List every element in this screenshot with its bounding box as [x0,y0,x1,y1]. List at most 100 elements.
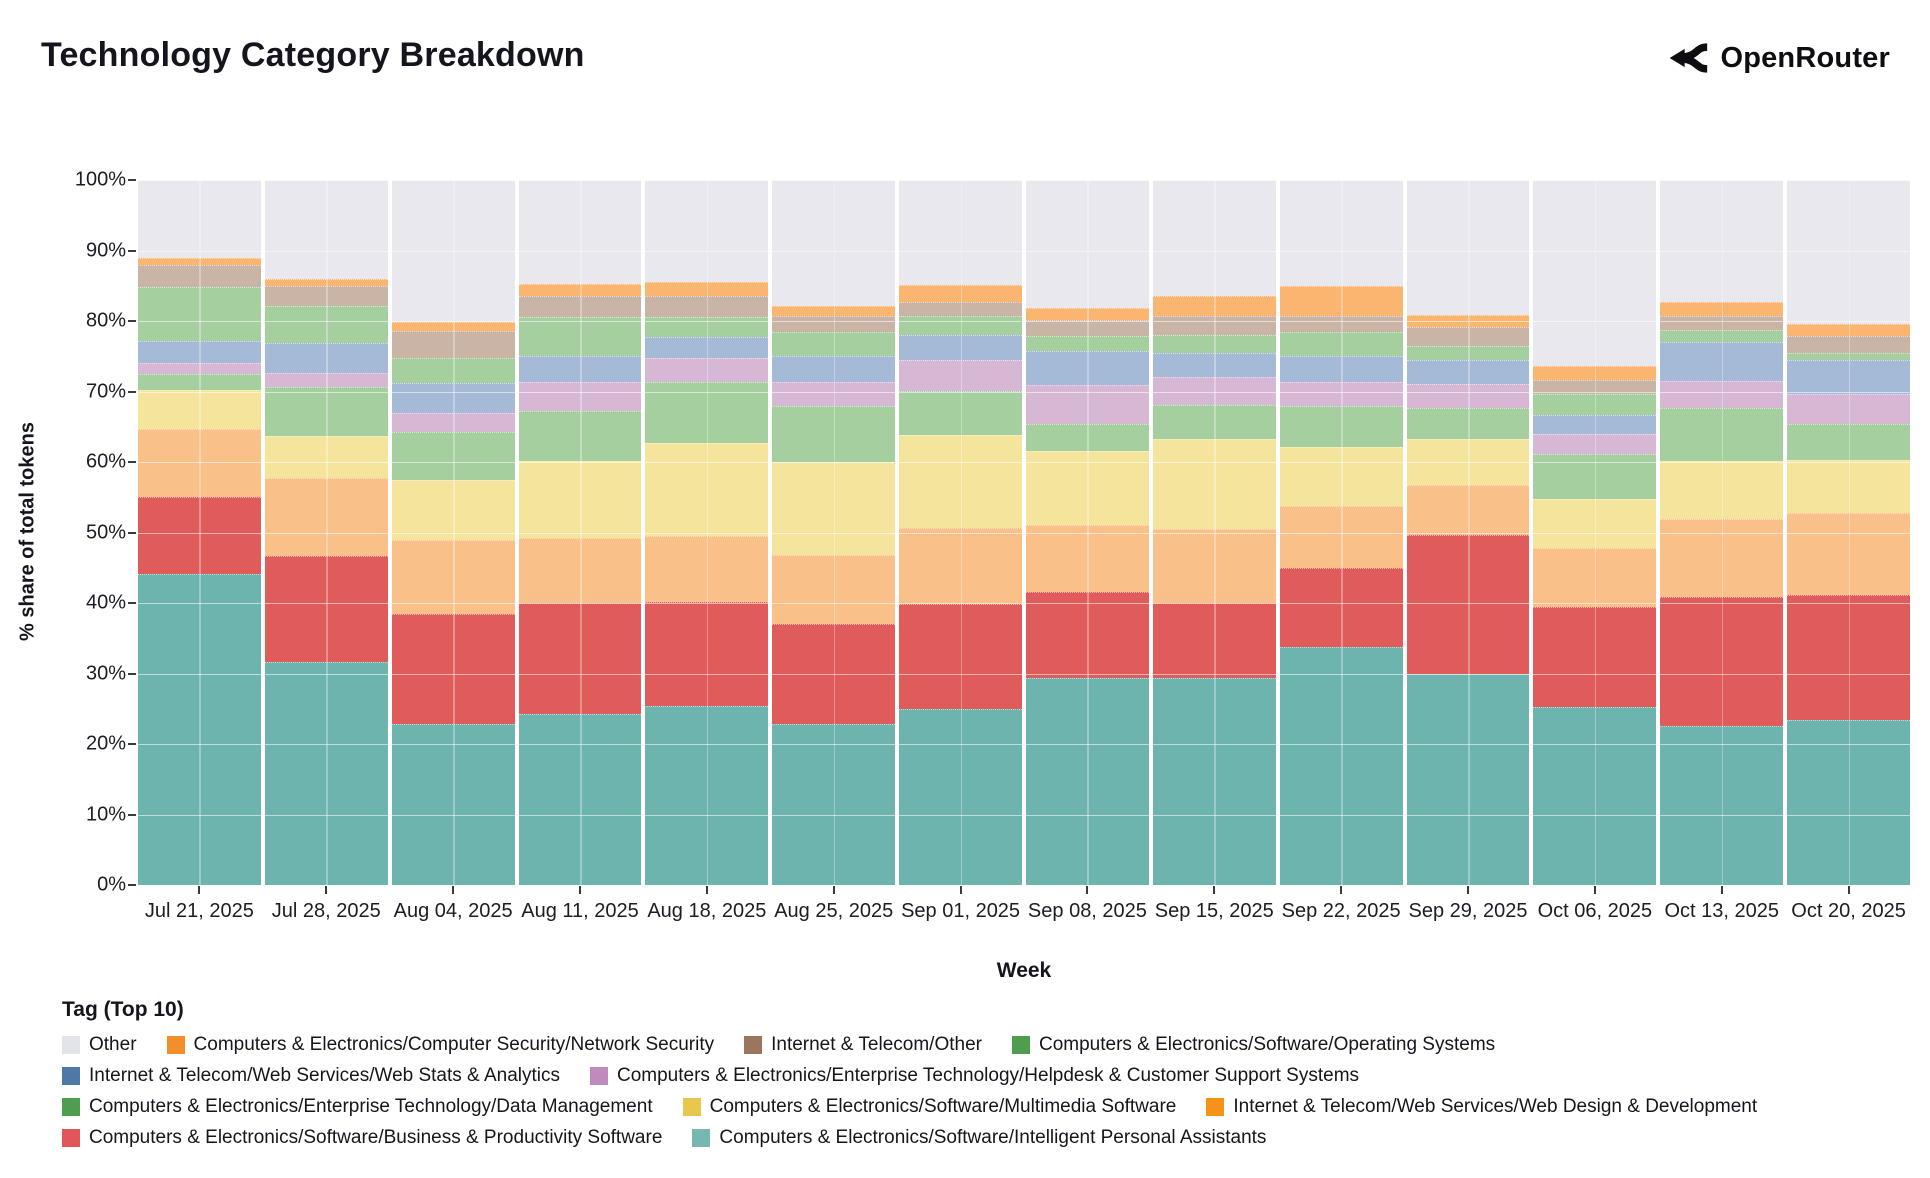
legend-label: Computers & Electronics/Software/Operati… [1038,1034,1496,1055]
y-tick [128,390,136,393]
bar-segment [264,342,388,374]
bar-oct-13-2025 [1660,180,1784,885]
bar-segment [138,428,261,498]
bar-segment [518,180,642,284]
bar-segment [1152,439,1276,529]
bar-aug-25-2025 [772,180,896,885]
bar-segment [1533,606,1657,707]
y-tick-label: 20% [85,732,126,755]
legend-item[interactable]: Computers & Electronics/Software/Busines… [62,1127,662,1149]
legend-swatch-icon [692,1129,711,1147]
bar-segment [1026,423,1149,452]
x-tick [1340,886,1343,894]
legend-label: Other [89,1034,137,1055]
y-tick-label: 50% [85,521,126,543]
bar-segment [1279,356,1403,382]
bar-segment [518,603,642,715]
bar-segment [1660,180,1784,303]
bar-segment [1026,591,1149,679]
legend-item[interactable]: Internet & Telecom/Web Services/Web Desi… [1206,1096,1757,1118]
bar-sep-08-2025 [1026,180,1149,885]
legend: Tag (Top 10) Other Computers & Electronic… [62,998,1902,1149]
bar-segment [772,624,896,725]
bar-segment [1026,451,1149,526]
bar-segment [1660,329,1784,343]
bar-segment [391,322,515,331]
bar-segment [264,661,388,885]
legend-label: Computers & Electronics/Software/Busines… [89,1127,663,1148]
bar-segment [264,387,388,436]
bar-segment [138,286,261,341]
bar-segment [1152,296,1276,317]
bar-segment [1406,484,1530,536]
bar-segment [1152,376,1276,405]
bar-segment [138,340,261,364]
legend-label: Internet & Telecom/Web Services/Web Desi… [1233,1096,1758,1117]
bar-aug-18-2025 [645,180,769,885]
bar-segment [899,527,1023,605]
x-tick [1086,886,1089,894]
y-tick [128,743,136,745]
legend-item[interactable]: Computers & Electronics/Enterprise Techn… [62,1096,653,1118]
x-tick-label: Jul 21, 2025 [144,900,254,922]
bar-segment [138,180,261,258]
bar-segment [772,724,896,885]
bar-segment [1787,459,1911,514]
bar-segment [772,180,896,307]
bar-segment [645,282,769,297]
legend-item[interactable]: Computers & Electronics/Enterprise Techn… [590,1065,1359,1087]
bar-segment [1660,519,1784,598]
legend-swatch-icon [62,1129,80,1147]
bar-segment [1787,335,1911,353]
y-tick [128,672,136,675]
x-tick-label: Oct 13, 2025 [1664,900,1779,922]
bar-segment [138,257,261,265]
bar-segment [1787,359,1911,395]
bar-segment [518,356,642,382]
bar-segment [1279,332,1403,357]
bar-segment [645,381,769,443]
y-tick [128,884,136,886]
bar-segment [899,435,1023,528]
x-tick [452,886,455,894]
x-tick [959,886,962,894]
legend-label: Internet & Telecom/Other [771,1034,982,1055]
legend-item[interactable]: Computers & Electronics/Software/Multime… [682,1096,1176,1118]
bar-segment [1533,380,1657,395]
legend-swatch-icon [62,1067,80,1085]
bar-segment [1660,597,1784,727]
bar-segment [391,180,515,323]
bar-segment [772,462,896,556]
x-tick-label: Aug 25, 2025 [774,900,894,922]
bar-segment [899,180,1023,286]
bar-segment [1533,433,1657,454]
x-tick [1720,886,1723,894]
legend-item[interactable]: Internet & Telecom/Web Services/Web Stat… [62,1065,560,1087]
legend-label: Internet & Telecom/Web Services/Web Stat… [89,1065,560,1086]
bar-segment [264,477,388,557]
bar-jul-21-2025 [138,180,261,885]
legend-item[interactable]: Computers & Electronics/Software/Intelli… [692,1127,1266,1149]
legend-title: Tag (Top 10) [62,998,184,1021]
legend-item[interactable]: Other [62,1034,137,1056]
legend-item[interactable]: Internet & Telecom/Other [744,1034,982,1056]
bar-segment [772,316,896,333]
bar-segment [899,285,1023,303]
bar-segment [391,724,515,885]
bar-segment [1406,439,1530,485]
legend-item[interactable]: Computers & Electronics/Software/Operati… [1011,1034,1496,1056]
bar-segment [1533,394,1657,415]
x-tick [1467,886,1469,894]
bar-segment [1533,706,1657,885]
bar-segment [518,381,642,411]
bar-segment [391,413,515,432]
bar-segment [264,279,388,286]
legend-item[interactable]: Computers & Electronics/Computer Securit… [166,1034,714,1056]
bar-segment [899,335,1023,360]
bar-segment [1026,384,1149,424]
bar-segment [1026,180,1149,308]
bar-segment [391,431,515,480]
bar-segment [1787,352,1911,360]
bar-segment [1660,461,1784,520]
bar-segment [1787,394,1911,424]
